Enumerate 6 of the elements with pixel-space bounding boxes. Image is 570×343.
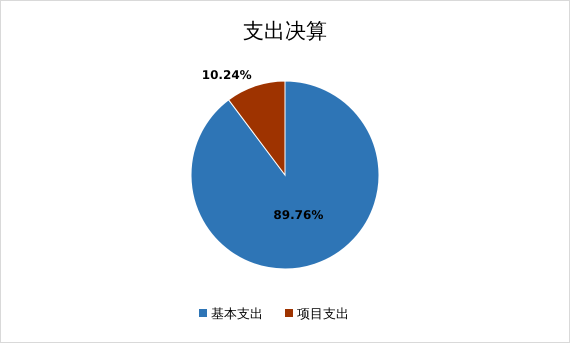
chart-title: 支出决算 [243, 19, 327, 43]
data-label: 89.76% [273, 208, 324, 222]
legend-label: 基本支出 [211, 307, 263, 322]
data-label: 10.24% [202, 68, 252, 82]
pie-slice [190, 80, 380, 270]
legend-label: 项目支出 [297, 307, 349, 322]
